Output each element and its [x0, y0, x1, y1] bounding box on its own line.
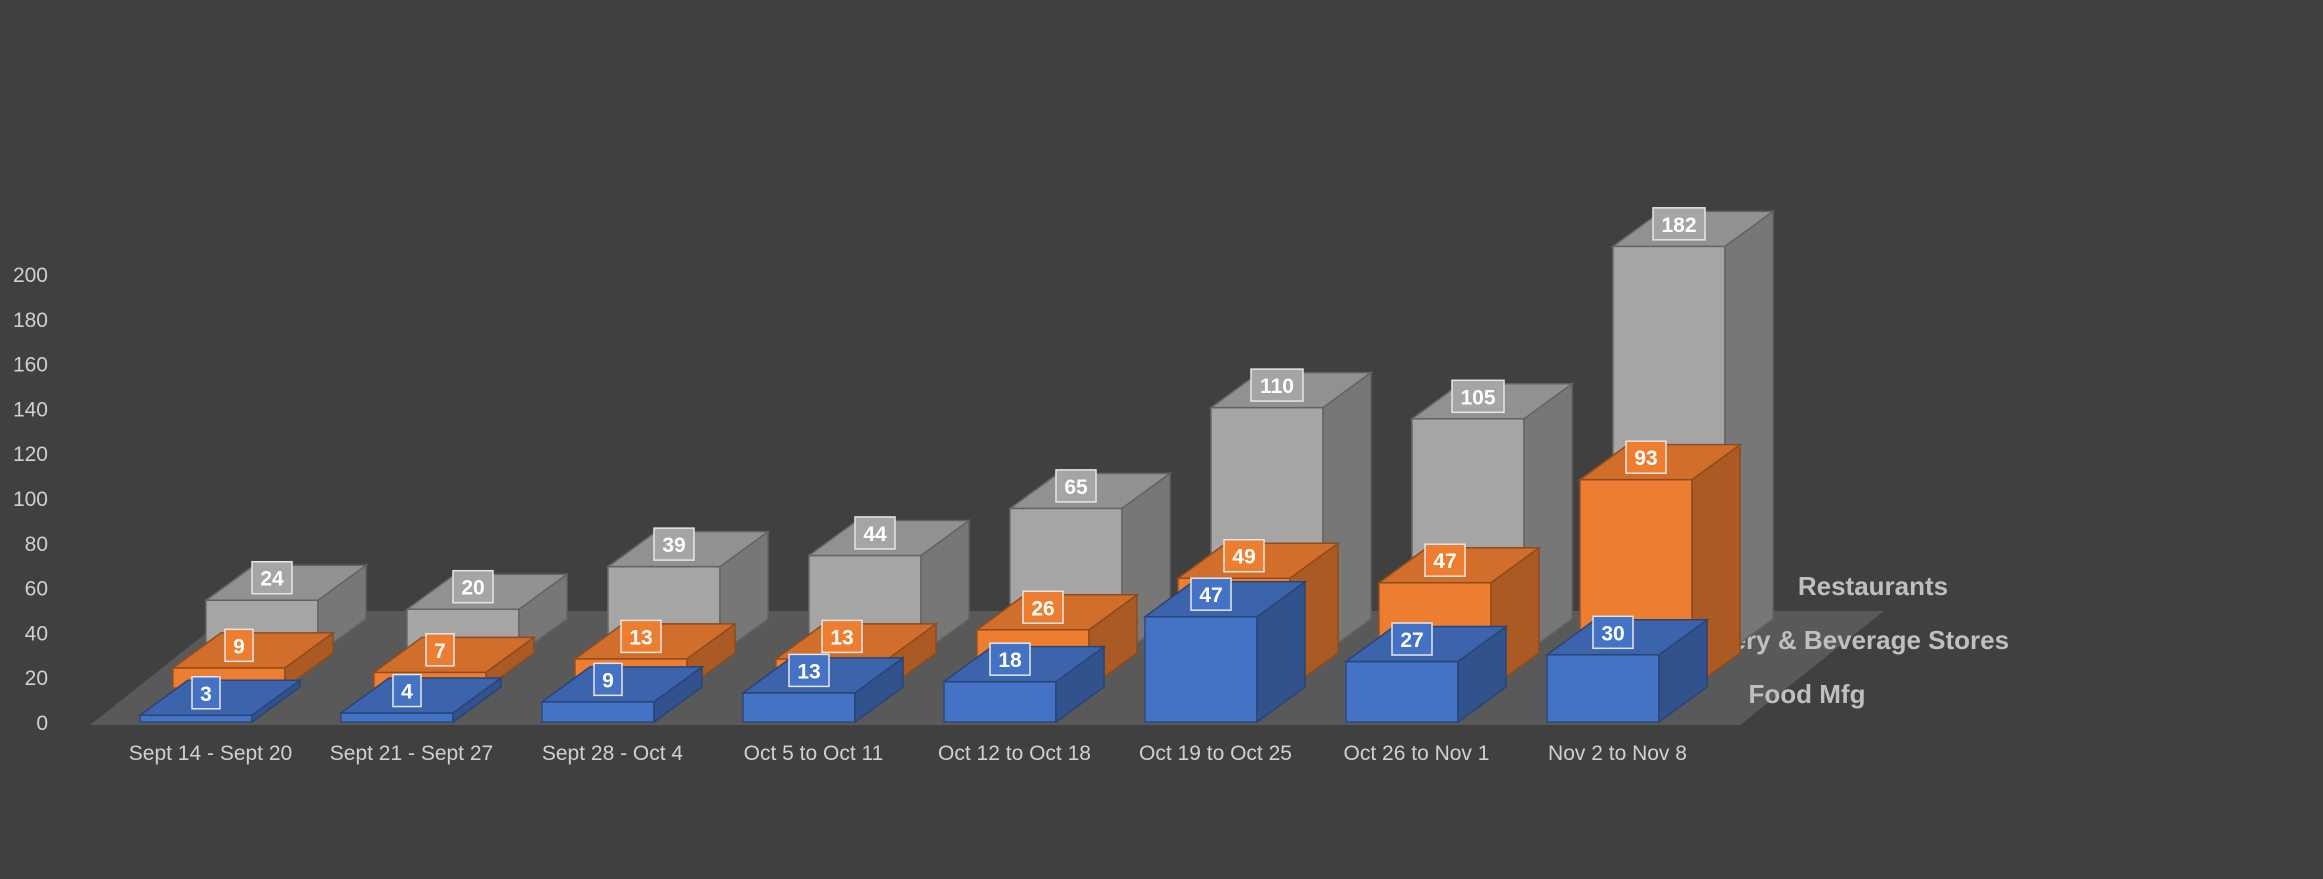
data-label-box: [593, 662, 623, 697]
y-tick-label: 20: [25, 667, 48, 690]
x-tick-label: Oct 5 to Oct 11: [744, 742, 884, 765]
data-label-box: [620, 619, 662, 654]
data-label: 182: [1661, 214, 1696, 237]
data-label-box: [1391, 622, 1433, 656]
data-label-box: [854, 516, 896, 550]
data-label-box: [452, 569, 494, 604]
data-label-box: [1223, 538, 1265, 573]
data-label-box: [1022, 590, 1064, 625]
series-axis-label: Restaurants: [1798, 571, 1948, 601]
bar-front-face: [1546, 654, 1660, 723]
data-label-box: [788, 653, 830, 688]
y-tick-label: 80: [25, 533, 48, 556]
x-tick-label: Sept 28 - Oct 4: [542, 742, 684, 765]
data-label-box: [989, 642, 1031, 676]
data-label-box: [1592, 615, 1634, 650]
data-label: 49: [1232, 546, 1255, 569]
data-label: 47: [1433, 550, 1456, 573]
data-label-box: [191, 676, 221, 710]
data-label: 30: [1601, 622, 1624, 645]
bar-front-face: [1144, 615, 1258, 723]
data-label-box: [1451, 379, 1505, 414]
data-label: 20: [461, 577, 484, 600]
bar-front-face: [1345, 660, 1459, 723]
data-label: 7: [434, 640, 446, 663]
bar-front-face: [742, 692, 856, 723]
data-label: 26: [1031, 597, 1054, 620]
data-label: 9: [602, 669, 614, 692]
bar-front-face: [139, 714, 253, 723]
data-label: 4: [401, 681, 413, 704]
y-tick-label: 140: [13, 398, 48, 421]
y-tick-label: 180: [13, 309, 48, 332]
data-label-box: [392, 673, 422, 708]
x-tick-label: Oct 26 to Nov 1: [1344, 742, 1490, 765]
y-tick-label: 100: [13, 488, 48, 511]
y-tick-label: 40: [25, 622, 48, 645]
bar-front-face: [541, 701, 655, 723]
data-label: 93: [1634, 447, 1657, 470]
data-label-box: [1424, 543, 1466, 577]
bar-front-face: [340, 712, 454, 723]
data-label-box: [653, 527, 695, 561]
x-tick-label: Oct 12 to Oct 18: [938, 742, 1091, 765]
data-label-box: [224, 628, 254, 663]
y-tick-label: 120: [13, 443, 48, 466]
data-label: 105: [1460, 386, 1495, 409]
data-label: 13: [830, 626, 853, 649]
data-label: 13: [629, 626, 652, 649]
data-label: 13: [797, 660, 820, 683]
data-label-box: [1652, 207, 1706, 241]
data-label-box: [821, 619, 863, 654]
data-label: 24: [260, 568, 284, 591]
data-label: 47: [1199, 584, 1222, 607]
data-label: 9: [233, 635, 245, 658]
data-label-box: [1190, 577, 1232, 611]
y-tick-label: 200: [13, 264, 48, 287]
y-tick-label: 0: [36, 712, 48, 735]
data-label: 39: [662, 534, 685, 557]
y-tick-label: 60: [25, 578, 48, 601]
data-label: 110: [1260, 375, 1294, 398]
x-tick-label: Sept 14 - Sept 20: [129, 742, 292, 765]
x-tick-label: Nov 2 to Nov 8: [1548, 742, 1687, 765]
data-label-box: [1625, 440, 1667, 474]
data-label-box: [251, 560, 293, 595]
data-label: 27: [1400, 629, 1423, 652]
data-label: 65: [1064, 476, 1088, 499]
bar: [941, 645, 1107, 724]
y-tick-label: 160: [13, 354, 48, 377]
x-tick-label: Sept 21 - Sept 27: [330, 742, 493, 765]
data-label: 3: [200, 683, 212, 706]
data-label-box: [425, 633, 455, 667]
bar-front-face: [943, 680, 1057, 723]
x-tick-label: Oct 19 to Oct 25: [1139, 742, 1292, 765]
data-label-box: [1055, 469, 1097, 503]
data-label-box: [1250, 368, 1304, 402]
data-label: 44: [863, 523, 887, 546]
series-axis-label: Food Mfg: [1749, 679, 1866, 709]
data-label: 18: [998, 649, 1022, 672]
